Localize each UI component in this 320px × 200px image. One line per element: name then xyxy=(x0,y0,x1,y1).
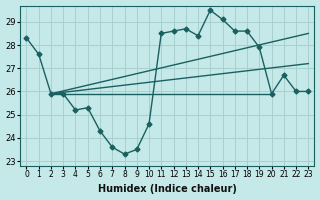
X-axis label: Humidex (Indice chaleur): Humidex (Indice chaleur) xyxy=(98,184,237,194)
